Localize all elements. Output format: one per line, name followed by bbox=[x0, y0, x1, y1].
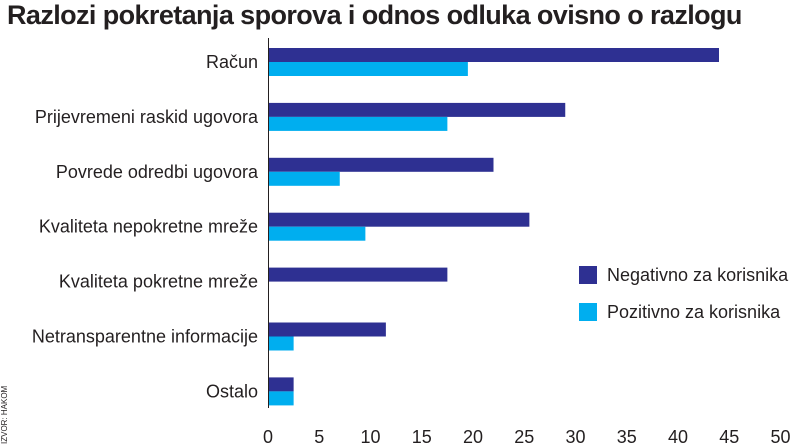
bar-positive bbox=[268, 391, 294, 406]
x-tick-label: 30 bbox=[565, 427, 585, 445]
x-tick-label: 10 bbox=[360, 427, 380, 445]
bars bbox=[268, 48, 719, 406]
bar-negative bbox=[268, 377, 294, 392]
chart-title: Razlozi pokretanja sporova i odnos odluk… bbox=[7, 0, 742, 30]
bar-negative bbox=[268, 102, 566, 117]
category-label: Ostalo bbox=[206, 381, 258, 401]
category-label: Netransparentne informacije bbox=[32, 327, 258, 347]
category-label: Prijevremeni raskid ugovora bbox=[35, 107, 259, 127]
bar-negative bbox=[268, 48, 719, 62]
x-axis: 0 5 10 15 20 25 30 35 40 45 50 bbox=[263, 427, 791, 445]
legend-swatch-negative bbox=[579, 266, 597, 284]
x-tick-label: 15 bbox=[412, 427, 432, 445]
category-label: Kvaliteta pokretne mreže bbox=[59, 272, 258, 292]
x-tick-label: 35 bbox=[617, 427, 637, 445]
x-tick-label: 20 bbox=[463, 427, 483, 445]
legend: Negativno za korisnika Pozitivno za koris… bbox=[579, 265, 789, 322]
bar-negative bbox=[268, 267, 448, 282]
category-labels: Račun Prijevremeni raskid ugovora Povrede … bbox=[32, 52, 259, 401]
category-label: Povrede odredbi ugovora bbox=[56, 162, 259, 182]
category-label: Račun bbox=[206, 52, 258, 72]
x-tick-label: 45 bbox=[719, 427, 739, 445]
legend-label-positive: Pozitivno za korisnika bbox=[607, 302, 781, 322]
x-tick-label: 5 bbox=[314, 427, 324, 445]
bar-positive bbox=[268, 226, 366, 241]
bar-positive bbox=[268, 62, 468, 76]
x-tick-label: 40 bbox=[668, 427, 688, 445]
bar-positive bbox=[268, 116, 448, 131]
x-tick-label: 0 bbox=[263, 427, 273, 445]
legend-label-negative: Negativno za korisnika bbox=[607, 265, 789, 285]
bar-positive bbox=[268, 171, 340, 186]
x-tick-label: 50 bbox=[770, 427, 790, 445]
bar-negative bbox=[268, 212, 530, 227]
legend-swatch-positive bbox=[579, 303, 597, 321]
bar-positive bbox=[268, 336, 294, 351]
bar-negative bbox=[268, 157, 494, 172]
category-label: Kvaliteta nepokretne mreže bbox=[39, 217, 258, 237]
bar-negative bbox=[268, 322, 386, 337]
x-tick-label: 25 bbox=[514, 427, 534, 445]
